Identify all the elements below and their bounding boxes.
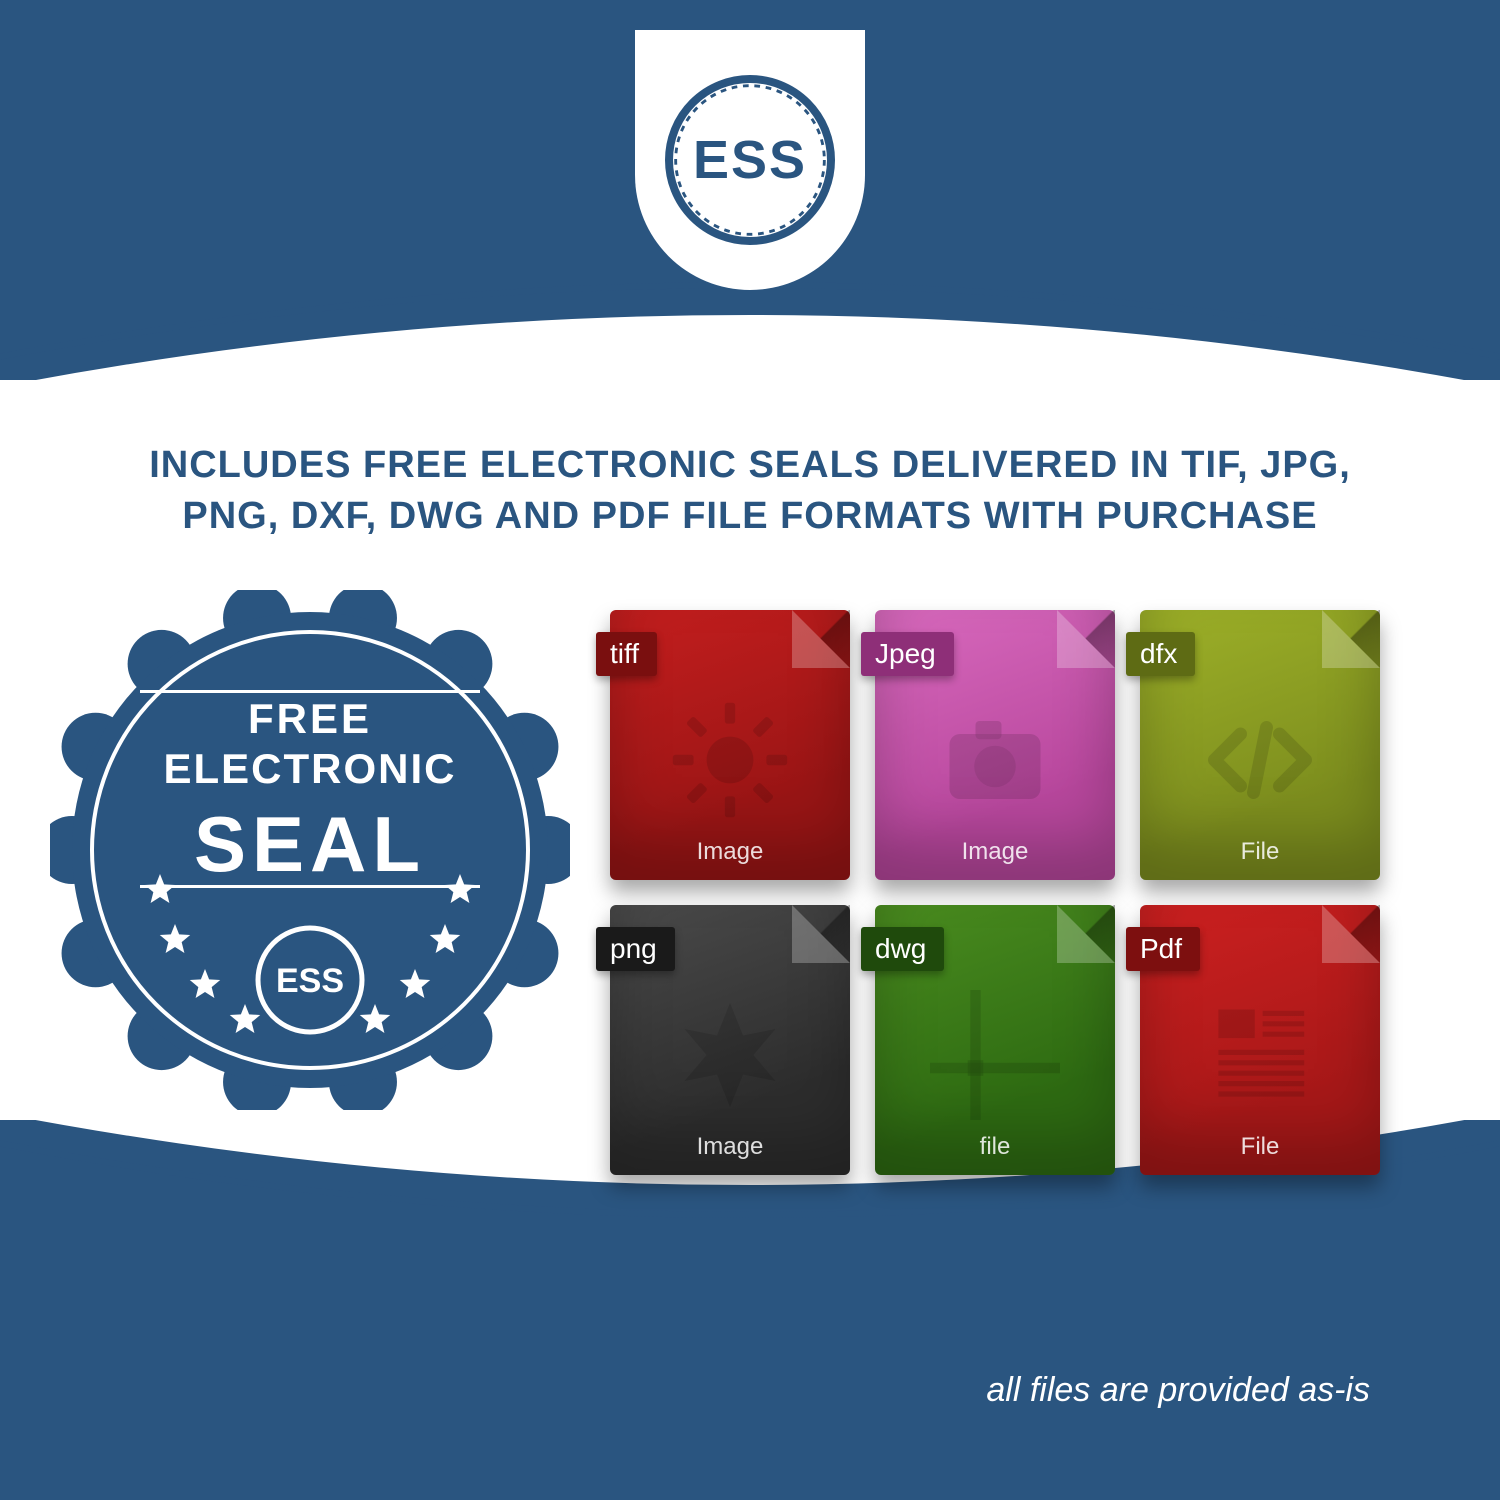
code-icon: [1195, 695, 1325, 825]
free-electronic-seal-badge: ESS FREE ELECTRONIC SEAL: [50, 590, 570, 1110]
logo-badge: ESS: [635, 30, 865, 290]
camera-icon: [930, 695, 1060, 825]
tile-format-label: png: [596, 927, 675, 971]
headline-text: INCLUDES FREE ELECTRONIC SEALS DELIVERED…: [100, 440, 1400, 543]
footer-note: all files are provided as-is: [986, 1371, 1370, 1410]
tile-type-label: Image: [610, 838, 850, 866]
file-tile-dwg: dwgfile: [875, 905, 1115, 1175]
content-row: ESS FREE ELECTRONIC SEAL tiffImageJpegIm…: [50, 590, 1450, 1175]
seal-inner-logo: ESS: [276, 962, 344, 1000]
tile-type-label: Image: [610, 1133, 850, 1161]
seal-line2: ELECTRONIC: [50, 745, 570, 793]
logo-text: ESS: [693, 129, 807, 191]
burst-icon: [665, 990, 795, 1120]
tile-format-label: Jpeg: [861, 632, 954, 676]
tile-type-label: File: [1140, 838, 1380, 866]
tile-format-label: tiff: [596, 632, 657, 676]
file-tile-jpeg: JpegImage: [875, 610, 1115, 880]
tile-format-label: dfx: [1126, 632, 1195, 676]
logo-circle: ESS: [665, 75, 835, 245]
file-tiles-grid: tiffImageJpegImagedfxFilepngImagedwgfile…: [610, 610, 1380, 1175]
file-tile-pdf: PdfFile: [1140, 905, 1380, 1175]
gear-icon: [665, 695, 795, 825]
doc-icon: [1195, 990, 1325, 1120]
seal-line1: FREE: [50, 695, 570, 743]
tile-format-label: Pdf: [1126, 927, 1200, 971]
seal-line3: SEAL: [50, 799, 570, 890]
tile-type-label: File: [1140, 1133, 1380, 1161]
file-tile-png: pngImage: [610, 905, 850, 1175]
tile-format-label: dwg: [861, 927, 944, 971]
tile-type-label: file: [875, 1133, 1115, 1161]
grid-icon: [930, 990, 1060, 1120]
file-tile-dfx: dfxFile: [1140, 610, 1380, 880]
file-tile-tiff: tiffImage: [610, 610, 850, 880]
seal-text: FREE ELECTRONIC SEAL: [50, 695, 570, 890]
tile-type-label: Image: [875, 838, 1115, 866]
